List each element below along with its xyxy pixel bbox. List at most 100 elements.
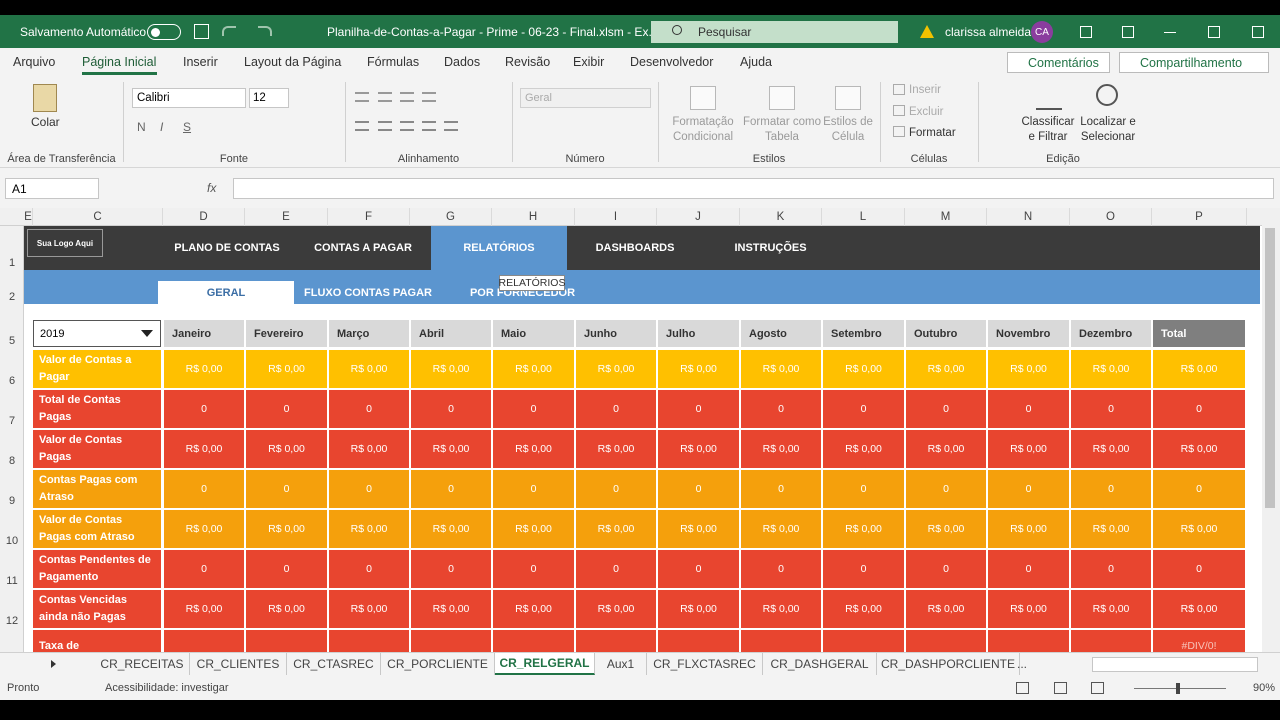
value-cell: 0 <box>164 550 244 588</box>
nav-item[interactable]: INSTRUÇÕES <box>734 242 807 254</box>
format-as-table[interactable]: Tabela <box>765 130 799 143</box>
sheet-tab[interactable]: CR_PORCLIENTE <box>381 653 495 675</box>
subnav-tab[interactable]: GERAL <box>158 281 294 304</box>
toggle-knob <box>151 28 160 37</box>
menu-tab[interactable]: Ajuda <box>740 55 772 69</box>
value-cell <box>576 630 656 652</box>
font-box[interactable]: Calibri <box>132 88 246 108</box>
italic-button[interactable]: I <box>160 120 164 134</box>
menu-tab[interactable]: Arquivo <box>13 55 56 69</box>
logo-box: Sua Logo Aqui <box>27 229 103 257</box>
view-button[interactable] <box>1091 682 1104 694</box>
value-cell: 0 <box>741 470 821 508</box>
sheet-nav-arrow[interactable] <box>51 660 56 668</box>
share-button[interactable]: Compartilhamento <box>1119 52 1269 73</box>
redo-icon[interactable] <box>258 26 272 36</box>
align-icon[interactable] <box>444 121 458 131</box>
status-accessibility[interactable]: Acessibilidade: investigar <box>105 682 229 694</box>
window-control[interactable] <box>1252 26 1264 38</box>
style-icon[interactable] <box>690 86 716 110</box>
insert-cells[interactable]: Inserir <box>909 84 941 96</box>
align-icon[interactable] <box>378 92 392 102</box>
sort-filter[interactable]: Classificar <box>1021 115 1075 128</box>
value-cell: 0 <box>988 550 1069 588</box>
underline-button[interactable]: S <box>183 120 192 134</box>
sheet-tab[interactable]: CR_RELGERAL <box>495 653 595 675</box>
align-icon[interactable] <box>400 92 414 102</box>
undo-icon[interactable] <box>222 26 236 36</box>
size-box[interactable]: 12 <box>249 88 289 108</box>
cell-styles[interactable]: Estilos de <box>823 115 873 128</box>
sort-filter[interactable]: e Filtrar <box>1028 130 1068 143</box>
sheet-tab[interactable]: CR_CLIENTES <box>190 653 287 675</box>
nav-item[interactable]: DASHBOARDS <box>595 242 675 254</box>
find-select[interactable]: Localizar e <box>1080 115 1136 128</box>
menu-tab[interactable]: Fórmulas <box>367 55 420 69</box>
sheet-tab[interactable]: CR_RECEITAS <box>95 653 190 675</box>
align-icon[interactable] <box>422 92 436 102</box>
sheet-tab[interactable]: CR_DASHPORCLIENTE <box>877 653 1020 675</box>
bold-button[interactable]: N <box>137 120 146 134</box>
month-header: Maio <box>493 320 574 347</box>
style-icon[interactable] <box>835 86 861 110</box>
sheet-tab[interactable]: CR_FLXCTASREC <box>647 653 763 675</box>
value-cell: R$ 0,00 <box>988 350 1069 388</box>
style-icon[interactable] <box>769 86 795 110</box>
cell-styles[interactable]: Célula <box>831 130 865 143</box>
column-header: J <box>657 208 740 226</box>
year-dropdown[interactable]: 2019 <box>33 320 161 347</box>
menu-tab[interactable]: Inserir <box>183 55 218 69</box>
nav-item[interactable]: RELATÓRIOS <box>431 226 567 270</box>
paste-icon[interactable] <box>33 84 57 112</box>
value-cell: R$ 0,00 <box>1153 350 1245 388</box>
sheet-tab[interactable]: CR_DASHGERAL <box>763 653 877 675</box>
number-format-box[interactable]: Geral <box>520 88 651 108</box>
menu-tab[interactable]: Layout da Página <box>244 55 342 69</box>
menu-tab[interactable]: Dados <box>444 55 481 69</box>
window-control[interactable] <box>1080 26 1092 38</box>
delete-cells[interactable]: Excluir <box>909 106 944 118</box>
conditional-format[interactable]: Condicional <box>672 130 734 143</box>
formula-input[interactable] <box>233 178 1274 199</box>
menu-tab[interactable]: Página Inicial <box>82 55 157 69</box>
align-icon[interactable] <box>355 121 369 131</box>
name-box[interactable]: A1 <box>5 178 99 199</box>
scroll-thumb[interactable] <box>1265 228 1275 508</box>
value-cell: R$ 0,00 <box>988 430 1069 468</box>
nav-item[interactable]: PLANO DE CONTAS <box>174 242 280 254</box>
value-cell <box>988 630 1069 652</box>
menu-tab[interactable]: Desenvolvedor <box>630 55 714 69</box>
align-icon[interactable] <box>378 121 392 131</box>
search-box[interactable] <box>651 21 898 43</box>
conditional-format[interactable]: Formatação <box>672 115 734 128</box>
sheet-tab[interactable]: Aux1 <box>595 653 647 675</box>
subnav-tab[interactable]: FLUXO CONTAS PAGAR <box>304 286 432 299</box>
user-avatar[interactable]: CA <box>1031 21 1053 43</box>
more-sheets[interactable]: ... <box>1017 657 1028 671</box>
window-control[interactable] <box>1164 32 1176 44</box>
window-control[interactable] <box>1208 26 1220 38</box>
format-as-table[interactable]: Formatar como <box>743 115 821 128</box>
sheet-tab[interactable]: CR_CTASREC <box>287 653 381 675</box>
menu-tab[interactable]: Revisão <box>505 55 551 69</box>
view-button[interactable] <box>1054 682 1067 694</box>
zoom-slider <box>1134 688 1226 689</box>
nav-item[interactable]: CONTAS A PAGAR <box>314 242 412 254</box>
window-control[interactable] <box>1122 26 1134 38</box>
find-select[interactable]: Selecionar <box>1080 130 1136 143</box>
value-cell: 0 <box>823 390 904 428</box>
zoom-knob[interactable] <box>1176 683 1180 694</box>
autosave-toggle[interactable] <box>147 24 181 40</box>
comments-button[interactable]: Comentários <box>1007 52 1110 73</box>
value-cell <box>329 630 409 652</box>
save-icon[interactable] <box>194 24 209 39</box>
h-scrollbar[interactable] <box>1092 657 1258 672</box>
align-icon[interactable] <box>355 92 369 102</box>
view-button[interactable] <box>1016 682 1029 694</box>
align-icon[interactable] <box>400 121 414 131</box>
menu-tab[interactable]: Exibir <box>573 55 605 69</box>
value-cell: R$ 0,00 <box>823 590 904 628</box>
row-header: 2 <box>8 290 16 303</box>
align-icon[interactable] <box>422 121 436 131</box>
format-cells[interactable]: Formatar <box>909 127 956 139</box>
